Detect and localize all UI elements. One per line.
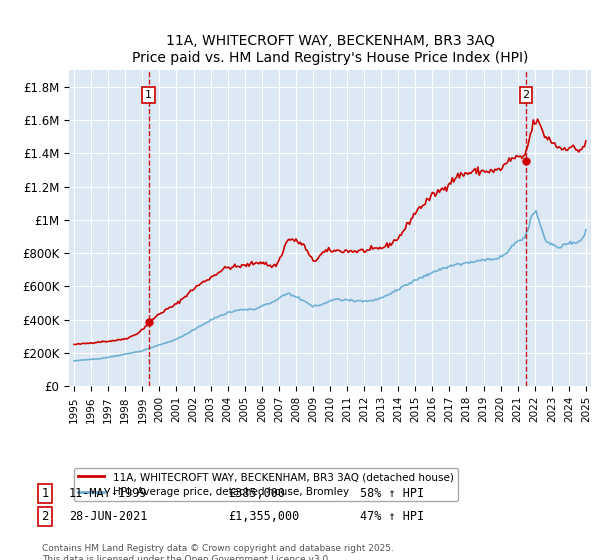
Text: 1: 1 <box>41 487 49 501</box>
Text: £1,355,000: £1,355,000 <box>228 510 299 523</box>
Text: 58% ↑ HPI: 58% ↑ HPI <box>360 487 424 501</box>
Title: 11A, WHITECROFT WAY, BECKENHAM, BR3 3AQ
Price paid vs. HM Land Registry's House : 11A, WHITECROFT WAY, BECKENHAM, BR3 3AQ … <box>132 35 528 64</box>
Text: 1: 1 <box>145 90 152 100</box>
Text: 2: 2 <box>41 510 49 523</box>
Text: 28-JUN-2021: 28-JUN-2021 <box>69 510 148 523</box>
Text: 2: 2 <box>523 90 530 100</box>
Legend: 11A, WHITECROFT WAY, BECKENHAM, BR3 3AQ (detached house), HPI: Average price, de: 11A, WHITECROFT WAY, BECKENHAM, BR3 3AQ … <box>74 468 458 501</box>
Text: £385,000: £385,000 <box>228 487 285 501</box>
Text: Contains HM Land Registry data © Crown copyright and database right 2025.
This d: Contains HM Land Registry data © Crown c… <box>42 544 394 560</box>
Text: 11-MAY-1999: 11-MAY-1999 <box>69 487 148 501</box>
Text: 47% ↑ HPI: 47% ↑ HPI <box>360 510 424 523</box>
